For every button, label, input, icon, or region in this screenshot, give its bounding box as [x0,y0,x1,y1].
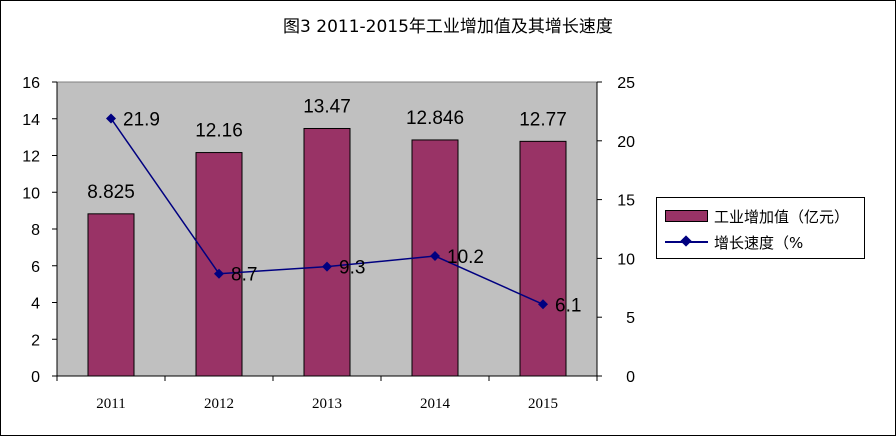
line-data-label: 8.7 [231,265,257,286]
bar-data-label: 12.846 [406,108,464,129]
legend-swatch-bar [665,210,708,222]
line-point [322,261,332,272]
left-tick-label: 14 [22,112,40,129]
legend-label-line: 增长速度（% [714,233,804,252]
line-point [214,268,224,279]
x-tick-label: 2014 [420,396,451,412]
legend-item-bar: 工业增加值（亿元） [657,205,849,227]
left-tick-label: 8 [31,222,40,239]
x-tick-label: 2013 [312,396,342,412]
line-data-label: 6.1 [555,295,581,316]
legend: 工业增加值（亿元） 增长速度（% [656,197,865,259]
bar [87,213,135,377]
bar [303,127,351,377]
line-point [538,299,548,310]
right-tick-label: 20 [617,134,635,151]
right-tick-label: 10 [617,251,635,268]
line-point [106,113,116,124]
left-tick-label: 12 [22,149,40,166]
legend-label-bar: 工业增加值（亿元） [714,207,850,226]
right-tick-label: 25 [617,75,635,92]
bar-data-label: 12.77 [519,109,567,130]
right-tick-label: 5 [626,310,635,327]
bar [195,152,243,377]
left-tick-label: 0 [31,369,40,386]
line-data-label: 9.3 [339,258,365,279]
line-point [430,251,440,262]
legend-swatch-line [665,236,708,248]
x-tick-label: 2011 [96,396,125,412]
chart-title: 图3 2011-2015年工业增加值及其增长速度 [283,17,613,37]
right-tick-label: 0 [626,369,635,386]
bar-data-label: 12.16 [195,121,243,142]
bar-data-label: 13.47 [303,96,351,117]
left-tick-label: 10 [22,185,40,202]
legend-item-line: 增长速度（% [657,231,803,253]
line-data-label: 10.2 [447,247,484,268]
left-tick-label: 2 [31,332,40,349]
line-data-label: 21.9 [123,109,160,130]
left-tick-label: 16 [22,75,40,92]
bar-data-label: 8.825 [87,182,135,203]
left-tick-label: 4 [31,296,40,313]
left-tick-label: 6 [31,259,40,276]
bar [519,140,567,377]
right-tick-label: 15 [617,193,635,210]
x-tick-label: 2012 [204,396,234,412]
x-tick-label: 2015 [528,396,558,412]
